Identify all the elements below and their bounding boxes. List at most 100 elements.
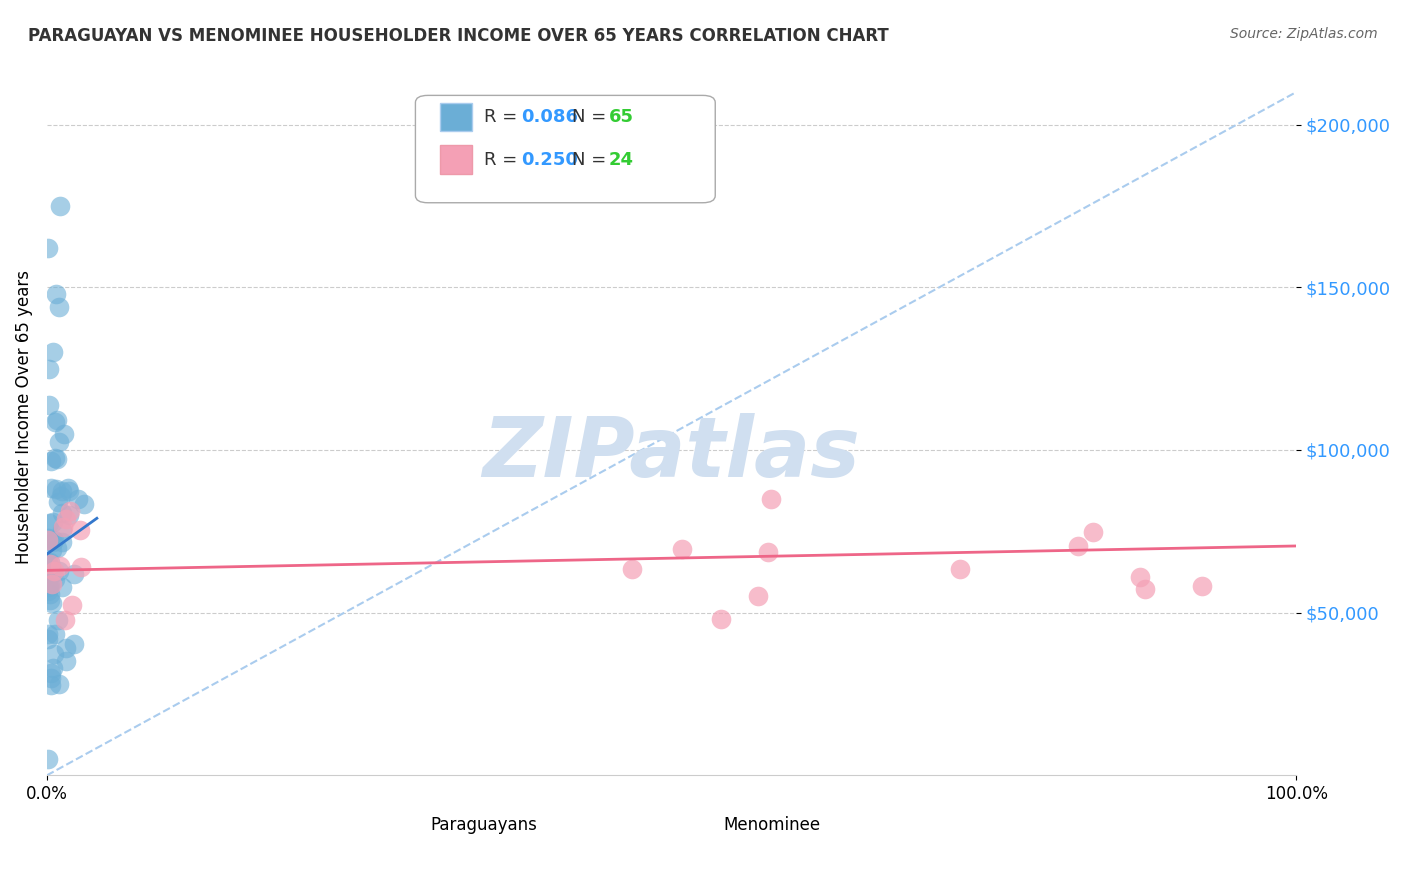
Point	[37, 241, 59, 255]
Point	[51, 483, 73, 498]
Point	[41, 596, 63, 610]
Y-axis label: Householder Income Over 65 years: Householder Income Over 65 years	[15, 270, 32, 565]
Point	[1133, 582, 1156, 596]
Point	[761, 491, 783, 506]
Bar	[440, 103, 471, 131]
Point	[55, 655, 77, 669]
Point	[39, 592, 62, 607]
Point	[56, 481, 79, 495]
FancyBboxPatch shape	[415, 95, 716, 202]
Point	[38, 398, 60, 412]
Point	[52, 426, 75, 441]
Point	[46, 613, 69, 627]
Point	[49, 558, 72, 573]
Point	[38, 580, 60, 594]
Point	[46, 541, 69, 556]
Point	[55, 512, 77, 526]
Point	[39, 558, 62, 572]
Point	[51, 507, 73, 521]
Point	[41, 576, 63, 591]
Point	[49, 199, 72, 213]
Point	[42, 564, 65, 578]
Point	[38, 516, 60, 531]
Point	[48, 564, 70, 578]
Bar	[396, 811, 427, 836]
Point	[671, 541, 693, 556]
Text: N =: N =	[572, 151, 612, 169]
Point	[51, 580, 73, 594]
Text: 65: 65	[609, 108, 634, 126]
Text: 0.250: 0.250	[522, 151, 578, 169]
Text: PARAGUAYAN VS MENOMINEE HOUSEHOLDER INCOME OVER 65 YEARS CORRELATION CHART: PARAGUAYAN VS MENOMINEE HOUSEHOLDER INCO…	[28, 27, 889, 45]
Point	[42, 534, 65, 549]
Text: 0.086: 0.086	[522, 108, 579, 126]
Text: Menominee: Menominee	[723, 816, 820, 834]
Point	[1067, 539, 1090, 553]
Point	[1191, 579, 1213, 593]
Text: N =: N =	[572, 108, 612, 126]
Point	[45, 482, 67, 496]
Point	[55, 640, 77, 655]
Point	[37, 632, 59, 646]
Point	[44, 451, 66, 466]
Point	[1083, 524, 1105, 539]
Point	[38, 361, 60, 376]
Point	[62, 566, 84, 581]
Point	[42, 515, 65, 529]
Text: R =: R =	[484, 151, 523, 169]
Point	[39, 587, 62, 601]
Point	[37, 627, 59, 641]
Bar	[683, 811, 716, 836]
Point	[42, 661, 65, 675]
Point	[37, 556, 59, 570]
Text: ZIPatlas: ZIPatlas	[482, 413, 860, 494]
Point	[45, 412, 67, 426]
Point	[42, 566, 65, 580]
Point	[39, 671, 62, 685]
Point	[44, 627, 66, 641]
Point	[51, 489, 73, 503]
Point	[45, 452, 67, 467]
Point	[37, 533, 59, 548]
Point	[38, 579, 60, 593]
Point	[51, 535, 73, 549]
Point	[70, 560, 93, 574]
Point	[710, 612, 733, 626]
Text: 24: 24	[609, 151, 634, 169]
Point	[45, 286, 67, 301]
Text: Source: ZipAtlas.com: Source: ZipAtlas.com	[1230, 27, 1378, 41]
Point	[58, 484, 80, 499]
Point	[39, 560, 62, 574]
Point	[37, 555, 59, 569]
Point	[37, 584, 59, 599]
Point	[58, 508, 80, 523]
Point	[756, 545, 779, 559]
Point	[620, 562, 643, 576]
Point	[949, 562, 972, 576]
Point	[39, 454, 62, 468]
Text: R =: R =	[484, 108, 523, 126]
Point	[48, 677, 70, 691]
Point	[60, 598, 83, 612]
Point	[48, 435, 70, 450]
Point	[42, 345, 65, 359]
Point	[41, 543, 63, 558]
Point	[37, 531, 59, 545]
Text: Paraguayans: Paraguayans	[430, 816, 537, 834]
Point	[37, 558, 59, 572]
Point	[39, 666, 62, 681]
Bar	[440, 145, 471, 174]
Point	[59, 504, 82, 518]
Point	[1129, 569, 1152, 583]
Point	[39, 481, 62, 495]
Point	[73, 497, 96, 511]
Point	[39, 555, 62, 569]
Point	[67, 491, 90, 506]
Point	[52, 520, 75, 534]
Point	[37, 533, 59, 547]
Point	[42, 647, 65, 661]
Point	[69, 523, 91, 537]
Point	[48, 300, 70, 314]
Point	[46, 495, 69, 509]
Point	[747, 589, 769, 603]
